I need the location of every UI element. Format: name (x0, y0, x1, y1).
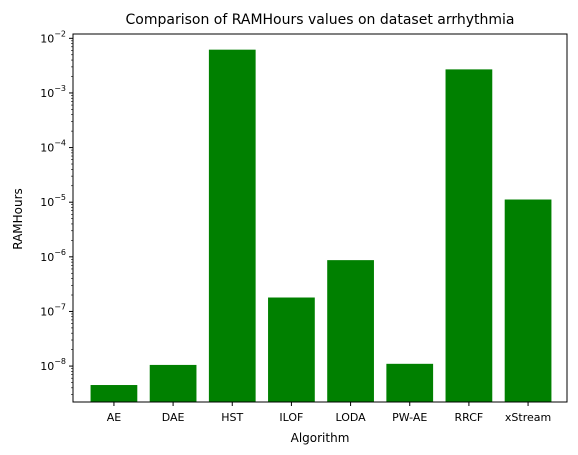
x-axis-ticks: AE DAE HST ILOF LODA PW-AE RRCF xStream (107, 402, 551, 424)
y-tick-label: 10−2 (40, 29, 66, 45)
bar-hst (208, 49, 256, 402)
y-tick-label: 10−4 (40, 139, 66, 155)
bars-group (90, 49, 552, 403)
x-axis-label: Algorithm (291, 431, 350, 445)
x-tick-label: AE (107, 411, 122, 424)
y-tick-label: 10−7 (40, 302, 66, 318)
x-tick-label: RRCF (455, 411, 484, 424)
y-tick-label: 10−8 (40, 357, 66, 373)
y-tick-label: 10−6 (40, 248, 66, 264)
y-axis-label: RAMHours (11, 188, 25, 250)
bar-dae (149, 364, 197, 402)
y-tick-label: 10−3 (40, 84, 66, 100)
x-tick-label: ILOF (279, 411, 303, 424)
bar-xstream (504, 199, 552, 402)
y-tick-label: 10−5 (40, 193, 66, 209)
bar-loda (327, 260, 374, 402)
bar-pw-ae (386, 363, 434, 402)
bar-ae (90, 385, 138, 402)
y-axis-ticks: 10−8 10−7 10−6 10−5 10−4 10−3 10−2 (40, 29, 73, 395)
bar-rrcf (445, 69, 493, 403)
x-tick-label: LODA (335, 411, 366, 424)
x-tick-label: PW-AE (392, 411, 427, 424)
x-tick-label: xStream (505, 411, 551, 424)
chart-title: Comparison of RAMHours values on dataset… (126, 12, 515, 28)
x-tick-label: HST (221, 411, 243, 424)
bar-ilof (268, 297, 315, 402)
plot-area-frame (72, 33, 568, 403)
x-tick-label: DAE (162, 411, 185, 424)
